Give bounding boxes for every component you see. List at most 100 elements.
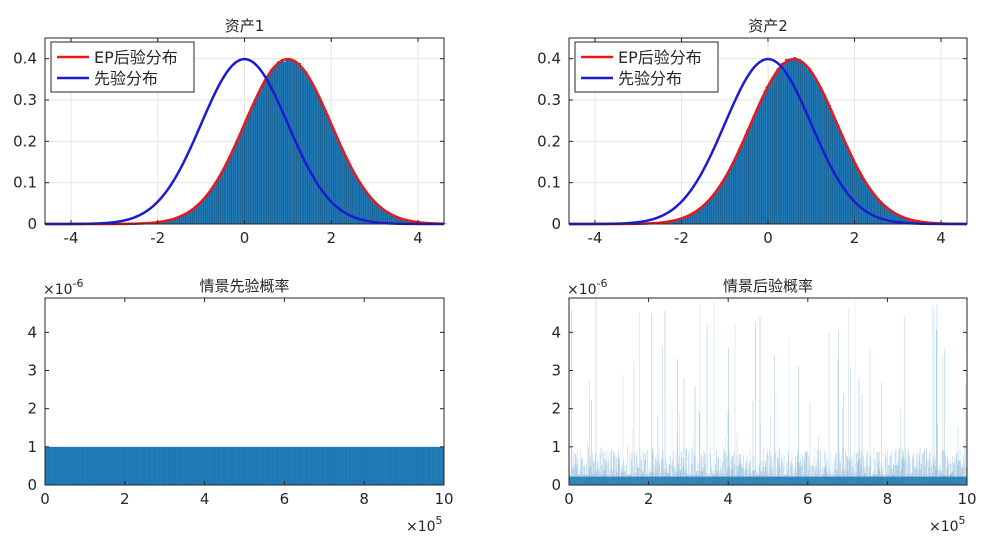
- series-line: [45, 57, 444, 226]
- histogram-bar: [266, 76, 269, 225]
- histogram-bar: [854, 164, 857, 225]
- x-tick-label: 10: [957, 490, 976, 508]
- histogram-bar: [283, 61, 286, 225]
- histogram-bar: [300, 68, 304, 225]
- histogram-bar: [244, 121, 247, 225]
- y-tick-label: 0: [551, 476, 561, 494]
- histogram-bar: [746, 130, 749, 225]
- x-multiplier-base: ×10: [929, 519, 959, 535]
- x-tick-label: 2: [850, 229, 860, 247]
- x-tick-label: 4: [936, 229, 946, 247]
- x-tick-label: 0: [564, 490, 574, 508]
- histogram-bar: [276, 61, 280, 225]
- histogram-bar: [882, 204, 885, 225]
- x-tick-label: 8: [359, 490, 369, 508]
- x-tick-label: 2: [644, 490, 654, 508]
- legend-label: EP后验分布: [618, 48, 702, 67]
- histogram-bar: [843, 141, 846, 225]
- legend-box: [574, 41, 719, 93]
- histogram-bar: [194, 206, 197, 225]
- y-tick-label: 2: [551, 400, 561, 418]
- histogram-bar: [806, 69, 810, 225]
- histogram-bar: [287, 59, 291, 225]
- x-multiplier-exp: 5: [959, 514, 966, 527]
- x-tick-label: 6: [280, 490, 290, 508]
- histogram-bar: [707, 200, 710, 225]
- histogram-bar: [770, 80, 773, 225]
- histogram-bar: [322, 107, 325, 225]
- histogram-bar: [869, 190, 872, 225]
- histogram-bar: [856, 167, 859, 225]
- histogram-bar: [789, 59, 792, 225]
- histogram-bar: [802, 62, 805, 225]
- y-tick-label: 1: [27, 438, 37, 456]
- x-tick-label: 4: [200, 490, 210, 508]
- histogram-bar: [702, 204, 706, 225]
- histogram-bar: [281, 59, 284, 225]
- histogram-bar: [750, 121, 753, 225]
- histogram-bar: [337, 140, 341, 225]
- histogram-bar: [841, 136, 844, 225]
- histogram-bar: [261, 85, 265, 225]
- histogram-bar: [259, 90, 262, 225]
- histogram-bar: [363, 189, 367, 225]
- histogram-bar: [246, 114, 249, 225]
- histogram-bar: [370, 198, 373, 225]
- histogram-bar: [715, 190, 719, 225]
- axes-box: [44, 297, 445, 486]
- histogram-bar: [229, 156, 232, 225]
- histogram-bar: [852, 159, 855, 225]
- histogram-bar: [800, 61, 803, 225]
- histogram-bar: [847, 150, 851, 225]
- histogram-bar: [871, 192, 875, 225]
- histogram-bar: [339, 145, 343, 225]
- histogram-bar: [253, 102, 256, 225]
- histogram-bar: [211, 186, 215, 225]
- histogram-bar: [759, 102, 762, 225]
- histogram-bar: [365, 192, 369, 225]
- chart-title: 情景后验概率: [723, 277, 813, 295]
- histogram-bar: [778, 68, 782, 225]
- histogram-bar: [320, 101, 323, 225]
- histogram-bar: [378, 206, 382, 225]
- y-tick-label: 4: [27, 323, 37, 341]
- x-tick-label: -4: [64, 229, 79, 247]
- chart-title: 资产2: [748, 17, 788, 35]
- histogram-bar: [813, 78, 816, 225]
- histogram-bar: [718, 187, 721, 225]
- y-tick-label: 0.4: [537, 50, 561, 68]
- y-tick-label: 3: [551, 362, 561, 380]
- histogram-bar: [709, 198, 712, 225]
- histogram-bar: [867, 187, 870, 225]
- legend-label: 先验分布: [618, 69, 682, 88]
- histogram-bar: [237, 136, 241, 225]
- histogram-bar: [819, 86, 823, 225]
- histogram-bar: [811, 72, 814, 225]
- y-multiplier: ×10-6: [567, 277, 608, 298]
- histogram-bar: [361, 186, 364, 225]
- histogram-bar: [698, 208, 702, 225]
- y-tick-label: 3: [27, 362, 37, 380]
- histogram-bar: [787, 58, 790, 225]
- y-multiplier-exp: -6: [597, 277, 608, 290]
- y-tick-label: 1: [551, 438, 561, 456]
- histogram-bar: [201, 200, 204, 225]
- histogram-bar: [196, 204, 200, 225]
- histogram-bar: [216, 180, 219, 225]
- histogram-bar: [860, 175, 864, 225]
- histogram-bar: [845, 145, 849, 225]
- histogram-bar: [315, 92, 319, 225]
- legend-label: EP后验分布: [94, 48, 178, 67]
- series-line: [569, 57, 967, 226]
- y-tick-label: 2: [27, 400, 37, 418]
- histogram-bar: [772, 77, 775, 225]
- axes-box: [568, 297, 968, 486]
- histogram-bar: [242, 126, 245, 225]
- histogram-bar: [214, 182, 217, 225]
- x-tick-label: 6: [803, 490, 813, 508]
- y-tick-label: 0.2: [13, 132, 37, 150]
- chart-title: 情景先验概率: [199, 277, 289, 295]
- histogram-bar: [737, 150, 741, 225]
- histogram-bar: [328, 121, 332, 225]
